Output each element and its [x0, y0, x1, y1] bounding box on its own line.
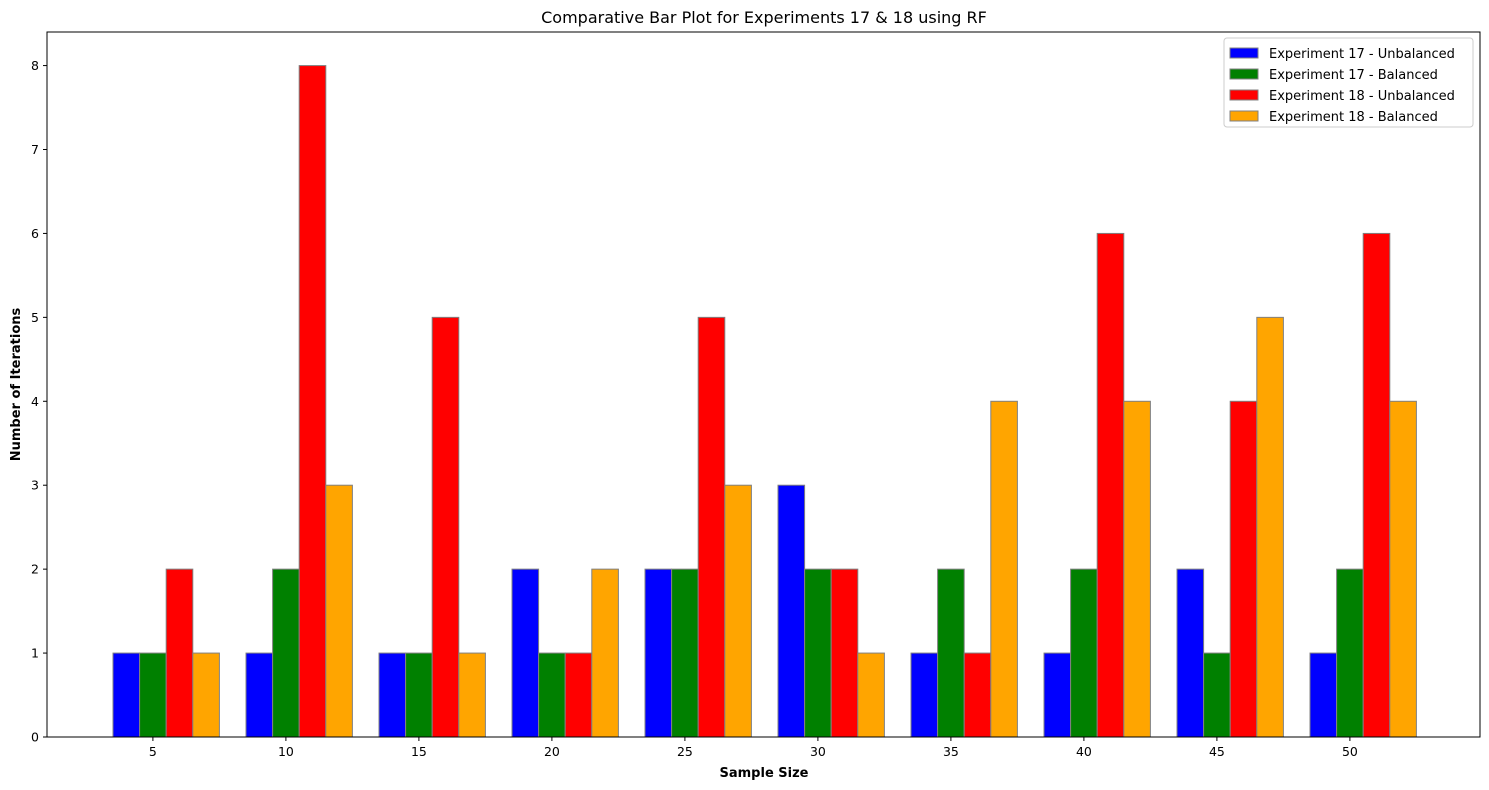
bar-series-4-40: [1123, 400, 1151, 738]
bar-series-1-10: [245, 652, 274, 738]
bar-series-1-15: [378, 652, 407, 738]
x-axis-label: Sample Size: [720, 766, 809, 781]
bar-series-3-45: [1229, 400, 1258, 738]
bar-series-3-5: [165, 568, 194, 738]
bar-series-2-5: [139, 652, 167, 738]
bar-series-4-10: [325, 484, 353, 738]
legend-box: [1223, 37, 1474, 128]
bar-series-1-35: [910, 652, 939, 738]
bar-series-1-45: [1176, 568, 1205, 738]
bar-series-3-30: [830, 568, 859, 738]
bar-series-2-40: [1070, 568, 1098, 738]
legend-swatch-2: [1229, 68, 1259, 80]
y-tick-label: 0: [31, 730, 39, 745]
bar-series-2-45: [1203, 652, 1231, 738]
x-axis: 5 10 15 20 25 30 35 40 45 50: [149, 737, 1358, 759]
bar-series-4-5: [192, 652, 220, 738]
legend: Experiment 17 - Unbalanced Experiment 17 …: [1223, 37, 1474, 128]
bar-series-2-20: [538, 652, 566, 738]
y-tick-label: 8: [31, 58, 39, 73]
bar-series-4-35: [990, 400, 1018, 738]
bar-series-1-40: [1043, 652, 1072, 738]
y-tick-label: 4: [31, 394, 39, 409]
x-tick-label: 5: [149, 744, 157, 759]
bar-series-1-5: [112, 652, 141, 738]
plot-frame: [46, 31, 1481, 738]
bar-series-4-20: [591, 568, 619, 738]
x-tick-label: 10: [278, 744, 294, 759]
legend-label-1: Experiment 17 - Unbalanced: [1269, 47, 1455, 62]
y-axis-label: Number of Iterations: [9, 307, 24, 461]
x-tick-label: 25: [677, 744, 693, 759]
x-tick-label: 40: [1076, 744, 1092, 759]
bar-series-2-50: [1336, 568, 1364, 738]
y-axis: 0 1 2 3 4 5 6 7 8: [31, 58, 47, 745]
bar-series-4-45: [1256, 316, 1284, 738]
bar-series-2-30: [804, 568, 832, 738]
legend-swatch-4: [1229, 110, 1259, 122]
bar-series-3-15: [431, 316, 460, 738]
bar-series-2-15: [405, 652, 433, 738]
bar-series-1-50: [1309, 652, 1338, 738]
bar-series-1-20: [511, 568, 540, 738]
bar-series-4-30: [857, 652, 885, 738]
x-tick-label: 20: [544, 744, 560, 759]
y-tick-label: 6: [31, 226, 39, 241]
bar-series-4-25: [724, 484, 752, 738]
bar-series-4-15: [458, 652, 486, 738]
bar-series-2-10: [272, 568, 300, 738]
y-tick-label: 3: [31, 478, 39, 493]
bars-group: [112, 65, 1417, 738]
x-tick-label: 50: [1342, 744, 1358, 759]
x-tick-label: 35: [943, 744, 959, 759]
y-tick-label: 5: [31, 310, 39, 325]
y-tick-label: 7: [31, 142, 39, 157]
y-tick-label: 2: [31, 562, 39, 577]
x-tick-label: 30: [810, 744, 826, 759]
legend-label-4: Experiment 18 - Balanced: [1269, 110, 1438, 125]
bar-series-3-50: [1362, 232, 1391, 738]
bar-series-3-40: [1096, 232, 1125, 738]
bar-series-3-25: [697, 316, 726, 738]
x-tick-label: 15: [411, 744, 427, 759]
bar-series-3-35: [963, 652, 992, 738]
x-tick-label: 45: [1209, 744, 1225, 759]
bar-series-2-25: [671, 568, 699, 738]
bar-series-2-35: [937, 568, 965, 738]
legend-label-2: Experiment 17 - Balanced: [1269, 68, 1438, 83]
legend-swatch-3: [1229, 89, 1259, 101]
bar-series-1-25: [644, 568, 673, 738]
legend-swatch-1: [1229, 47, 1259, 59]
bar-series-3-20: [564, 652, 593, 738]
bar-series-1-30: [777, 484, 806, 738]
bar-series-3-10: [298, 65, 327, 738]
y-tick-label: 1: [31, 646, 39, 661]
bar-series-4-50: [1389, 400, 1417, 738]
chart-title: Comparative Bar Plot for Experiments 17 …: [541, 8, 987, 27]
legend-label-3: Experiment 18 - Unbalanced: [1269, 89, 1455, 104]
